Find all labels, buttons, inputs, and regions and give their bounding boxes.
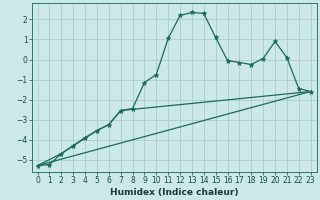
X-axis label: Humidex (Indice chaleur): Humidex (Indice chaleur)	[110, 188, 238, 197]
